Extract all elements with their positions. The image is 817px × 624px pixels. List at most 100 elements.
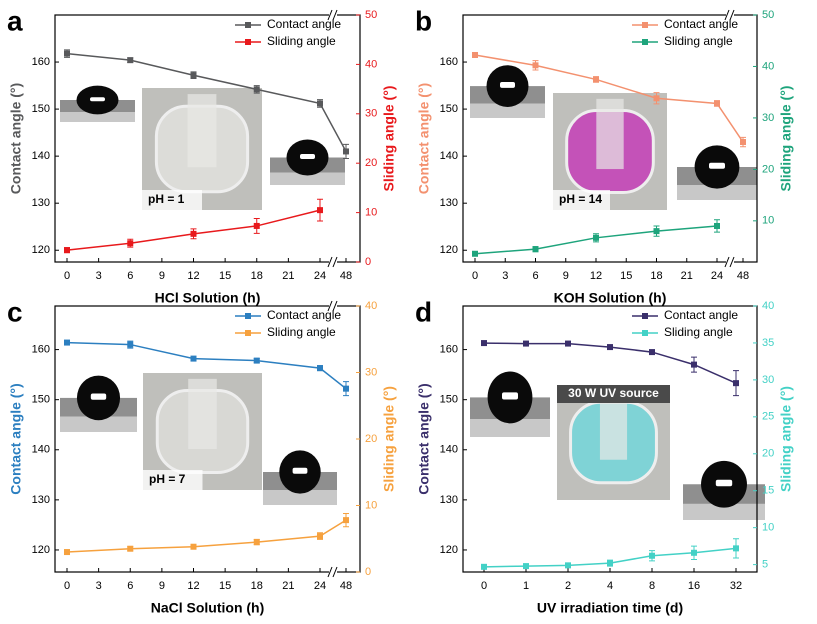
photo-surface <box>470 103 545 118</box>
x-axis-label: HCl Solution (h) <box>155 290 261 306</box>
point <box>733 545 739 552</box>
legend-marker <box>642 313 648 319</box>
x-tick-label: 16 <box>688 580 700 592</box>
axis-break <box>729 9 735 21</box>
point <box>190 230 197 237</box>
point <box>253 222 260 229</box>
point <box>472 250 478 257</box>
y2-tick-label: 0 <box>365 256 371 268</box>
x-tick-label: 18 <box>251 270 263 282</box>
x-tick-label: 12 <box>187 270 199 282</box>
y2-tick-label: 10 <box>365 499 377 511</box>
legend-marker <box>642 22 648 28</box>
legend-label: Contact angle <box>267 17 341 31</box>
axis-break <box>332 256 338 268</box>
y-tick-label: 160 <box>440 56 458 68</box>
x-tick-label: 21 <box>282 580 294 592</box>
point <box>607 560 613 567</box>
y2-tick-label: 40 <box>762 300 774 312</box>
axis-break <box>724 256 730 268</box>
annotation: pH = 1 <box>148 192 185 206</box>
x-tick-label: 9 <box>563 270 569 282</box>
droplet-highlight <box>90 97 105 102</box>
point <box>317 365 323 372</box>
point <box>127 57 134 64</box>
y2-tick-label: 15 <box>762 485 774 497</box>
point <box>532 246 539 253</box>
axis-break <box>332 300 338 312</box>
legend-marker <box>245 22 251 28</box>
point <box>649 349 655 356</box>
point <box>653 228 660 235</box>
y2-tick-label: 20 <box>365 433 377 445</box>
x-tick-label: 9 <box>159 580 165 592</box>
y2-tick-label: 25 <box>762 411 774 423</box>
point <box>64 50 70 57</box>
point <box>740 139 746 146</box>
legend-label: Contact angle <box>664 308 738 322</box>
y-tick-label: 120 <box>32 544 50 556</box>
x-tick-label: 48 <box>340 580 352 592</box>
point <box>343 517 349 524</box>
y-tick-label: 150 <box>440 394 458 406</box>
point <box>593 234 599 241</box>
axis-break <box>327 256 333 268</box>
legend-marker <box>245 330 251 336</box>
series-line <box>474 54 744 143</box>
point <box>190 72 197 79</box>
y-tick-label: 150 <box>440 103 458 115</box>
x-tick-label: 3 <box>96 580 102 592</box>
y-tick-label: 120 <box>32 244 50 256</box>
label-bg <box>143 470 203 490</box>
x-tick-label: 24 <box>711 270 723 282</box>
y2-tick-label: 40 <box>365 300 377 312</box>
x-tick-label: 48 <box>340 270 352 282</box>
x-tick-label: 8 <box>649 580 655 592</box>
panel-label: b <box>415 5 432 36</box>
droplet-highlight <box>90 393 107 400</box>
point <box>565 340 571 347</box>
x-tick-label: 3 <box>502 270 508 282</box>
point <box>343 385 349 392</box>
y2-axis-label: Sliding angle (°) <box>381 86 397 192</box>
point <box>714 222 720 229</box>
point <box>532 62 539 69</box>
x-tick-label: 9 <box>159 270 165 282</box>
y2-tick-label: 10 <box>365 207 377 219</box>
y-axis-label: Contact angle (°) <box>416 383 432 494</box>
x-tick-label: 6 <box>532 270 538 282</box>
point <box>607 344 613 351</box>
point <box>691 361 697 368</box>
droplet-highlight <box>292 467 308 474</box>
y-tick-label: 130 <box>32 494 50 506</box>
point <box>523 563 529 570</box>
y2-axis-label: Sliding angle (°) <box>778 386 794 492</box>
axis-break-gap <box>726 259 734 265</box>
plot-frame <box>462 14 758 263</box>
annotation: pH = 7 <box>149 472 186 486</box>
photo-surface <box>60 416 137 432</box>
point <box>733 380 739 387</box>
x-tick-label: 18 <box>650 270 662 282</box>
point <box>649 552 655 559</box>
photo-surface <box>60 112 135 122</box>
y2-axis-label: Sliding angle (°) <box>381 386 397 492</box>
point <box>190 355 197 362</box>
series-line <box>66 341 347 390</box>
point <box>691 549 697 556</box>
label-bg <box>142 190 202 210</box>
y2-tick-label: 40 <box>762 60 774 72</box>
x-tick-label: 18 <box>251 580 263 592</box>
point <box>253 86 260 93</box>
legend-label: Sliding angle <box>267 325 336 339</box>
legend-label: Contact angle <box>664 17 738 31</box>
y2-axis-label: Sliding angle (°) <box>778 86 794 192</box>
x-tick-label: 24 <box>314 580 326 592</box>
y-tick-label: 130 <box>440 197 458 209</box>
legend-label: Contact angle <box>267 308 341 322</box>
axis-break-gap <box>329 303 337 309</box>
y-tick-label: 140 <box>32 444 50 456</box>
axis-break-gap <box>329 259 337 265</box>
y2-tick-label: 0 <box>365 566 371 578</box>
